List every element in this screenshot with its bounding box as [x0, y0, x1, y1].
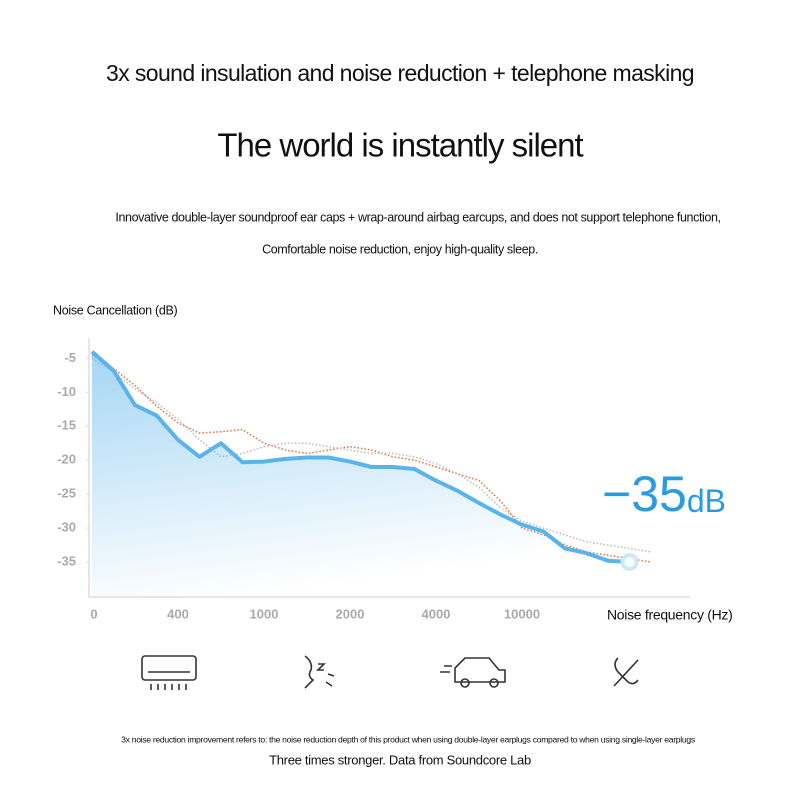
x-tick-label: 0 — [90, 606, 97, 621]
line — [91, 357, 652, 553]
y-tick-label: -15 — [57, 418, 76, 433]
annotation-value: −35 — [602, 466, 687, 522]
x-axis-title: Noise frequency (Hz) — [607, 607, 733, 623]
area — [92, 351, 630, 596]
y-tick-label: -10 — [57, 384, 76, 399]
source: Three times stronger. Data from Soundcor… — [269, 752, 531, 767]
x-tick-label: 4000 — [422, 606, 451, 621]
footnote: 3x noise reduction improvement refers to… — [121, 734, 695, 744]
tagline: 3x sound insulation and noise reduction … — [106, 60, 694, 86]
annotation-unit: dB — [687, 483, 726, 519]
x-tick-label: 1000 — [250, 606, 279, 621]
icons — [141, 655, 639, 690]
line — [90, 350, 630, 565]
muted-phone-icon — [613, 657, 639, 687]
y-tick-label: -20 — [57, 452, 76, 467]
end-marker — [620, 553, 639, 572]
description-line: Innovative double-layer soundproof ear c… — [115, 210, 720, 224]
description-line: Comfortable noise reduction, enjoy high-… — [262, 242, 538, 256]
x-tick-label: 10000 — [504, 606, 540, 621]
annotation: −35dB — [602, 466, 726, 522]
x-tick-label: 2000 — [336, 606, 365, 621]
car-icon — [440, 657, 506, 688]
air-conditioner-icon — [141, 655, 197, 690]
y-tick-label: -35 — [57, 553, 76, 568]
headline: The world is instantly silent — [217, 127, 583, 164]
snoring-icon — [304, 655, 335, 689]
y-tick-label: -5 — [64, 350, 76, 365]
y-tick-label: -25 — [57, 486, 76, 501]
x-tick-label: 400 — [167, 606, 189, 621]
y-axis-title: Noise Cancellation (dB) — [53, 303, 178, 317]
y-tick-label: -30 — [57, 520, 76, 535]
